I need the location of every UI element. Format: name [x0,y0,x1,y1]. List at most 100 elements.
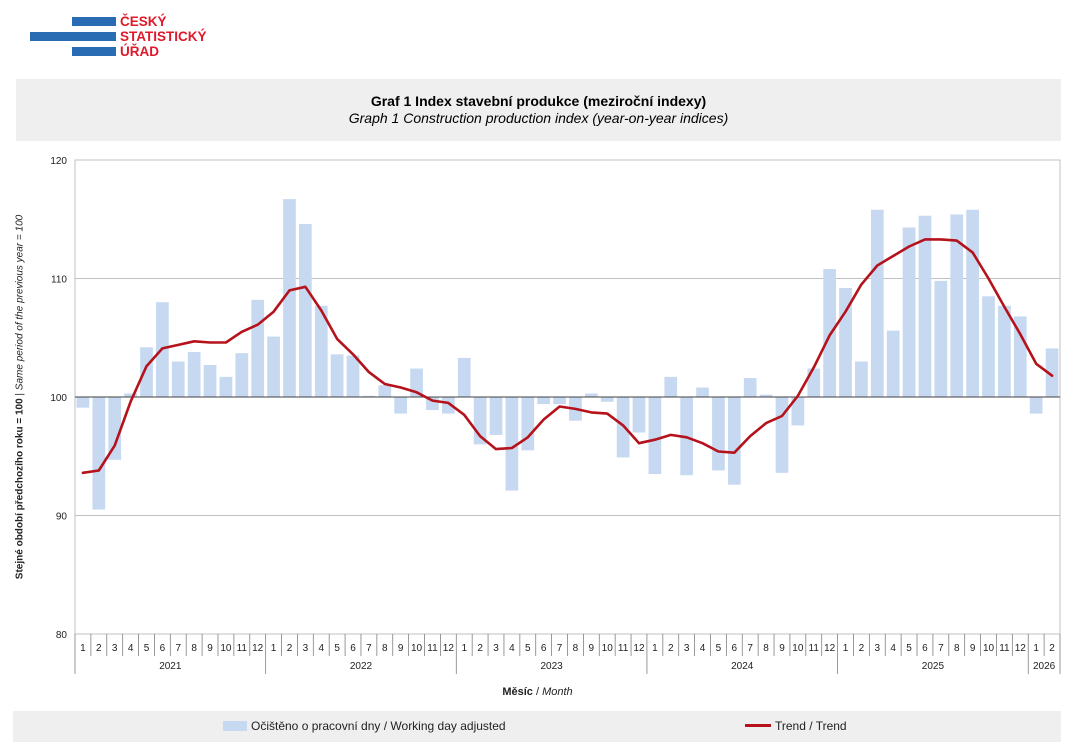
x-axis-label: Měsíc / Month [0,686,1075,698]
bar [902,227,916,397]
x-month-label: 11 [618,643,629,654]
bar [712,397,725,471]
x-month-label: 11 [999,643,1010,654]
bar [648,397,662,475]
x-month-label: 1 [843,643,849,654]
x-month-label: 2 [1049,643,1055,654]
x-month-label: 3 [684,643,690,654]
bar [855,361,868,397]
x-month-label: 1 [1033,643,1039,654]
bar [934,280,948,397]
x-month-label: 6 [160,643,166,654]
legend-line-swatch [745,724,771,727]
legend: Očištěno o pracovní dny / Working day ad… [13,711,1061,742]
bar [283,199,296,397]
x-month-label: 9 [398,643,404,654]
x-axis-label-en: Month [542,686,573,698]
bar [870,209,884,397]
bar [203,365,217,397]
x-month-label: 7 [366,643,372,654]
bar [140,347,153,397]
legend-line-label: Trend / Trend [775,719,847,733]
bar [759,394,773,397]
y-axis-label-en: Same period of the previous year = 100 [14,214,26,391]
x-month-label: 1 [80,643,86,654]
csu-logo: ČESKÝ STATISTICKÝ ÚŘAD [30,14,230,62]
bar [410,368,423,397]
x-month-label: 7 [747,643,753,654]
x-month-label: 12 [443,643,455,654]
logo-bar-2 [30,32,116,41]
legend-item-bars: Očištěno o pracovní dny / Working day ad… [223,719,506,733]
x-month-label: 8 [763,643,769,654]
x-month-label: 10 [983,643,995,654]
x-month-label: 6 [922,643,928,654]
legend-bar-swatch [223,721,247,731]
x-month-label: 9 [589,643,595,654]
bar [314,305,328,397]
bar [362,395,376,397]
bar [1013,316,1027,397]
x-month-label: 12 [1015,643,1027,654]
x-month-label: 3 [875,643,881,654]
x-month-label: 11 [427,643,438,654]
bar [330,354,344,397]
bar [1045,348,1059,397]
logo-line-2: STATISTICKÝ [120,29,207,44]
y-tick-label: 120 [50,156,67,167]
x-month-label: 2 [477,643,483,654]
bar [886,330,900,397]
logo-line-3: ÚŘAD [120,44,159,59]
x-year-label: 2021 [159,661,182,672]
bar [521,397,535,451]
bar [966,209,979,397]
x-month-label: 5 [716,643,722,654]
x-month-label: 9 [970,643,976,654]
chart-subtitle: Graph 1 Construction production index (y… [348,110,729,126]
x-month-label: 6 [350,643,356,654]
bar [171,361,185,397]
bar [823,269,836,397]
bar [950,214,964,397]
y-tick-label: 100 [50,393,67,404]
x-month-label: 4 [700,643,706,654]
bar [76,397,90,408]
x-month-label: 3 [112,643,118,654]
bar [791,397,805,426]
bar [92,397,106,510]
x-month-label: 9 [779,643,785,654]
legend-item-trend: Trend / Trend [745,719,847,733]
bar [743,378,757,397]
bar [918,215,932,397]
x-month-label: 5 [906,643,912,654]
x-year-label: 2026 [1033,661,1056,672]
x-axis-label-separator: / [532,686,543,698]
bar [187,351,201,397]
x-month-label: 4 [509,643,515,654]
x-month-label: 4 [318,643,324,654]
x-month-label: 4 [890,643,896,654]
legend-bars-label: Očištěno o pracovní dny / Working day ad… [251,719,506,733]
x-month-label: 3 [493,643,499,654]
y-tick-label: 80 [56,630,68,641]
x-year-label: 2023 [540,661,563,672]
x-year-label: 2025 [922,661,945,672]
bar [394,397,408,414]
x-month-label: 1 [652,643,658,654]
x-month-label: 12 [633,643,645,654]
x-month-label: 2 [859,643,865,654]
x-year-label: 2022 [350,661,373,672]
x-month-label: 6 [732,643,738,654]
logo-text: ČESKÝ STATISTICKÝ ÚŘAD [120,14,207,59]
x-month-label: 8 [382,643,388,654]
x-month-label: 6 [541,643,547,654]
bar [108,397,122,460]
bar [299,223,312,397]
x-month-label: 5 [144,643,150,654]
bar [346,355,360,397]
bar [378,385,392,397]
y-tick-label: 90 [56,512,68,523]
bar [1029,397,1043,414]
bar [584,393,598,397]
